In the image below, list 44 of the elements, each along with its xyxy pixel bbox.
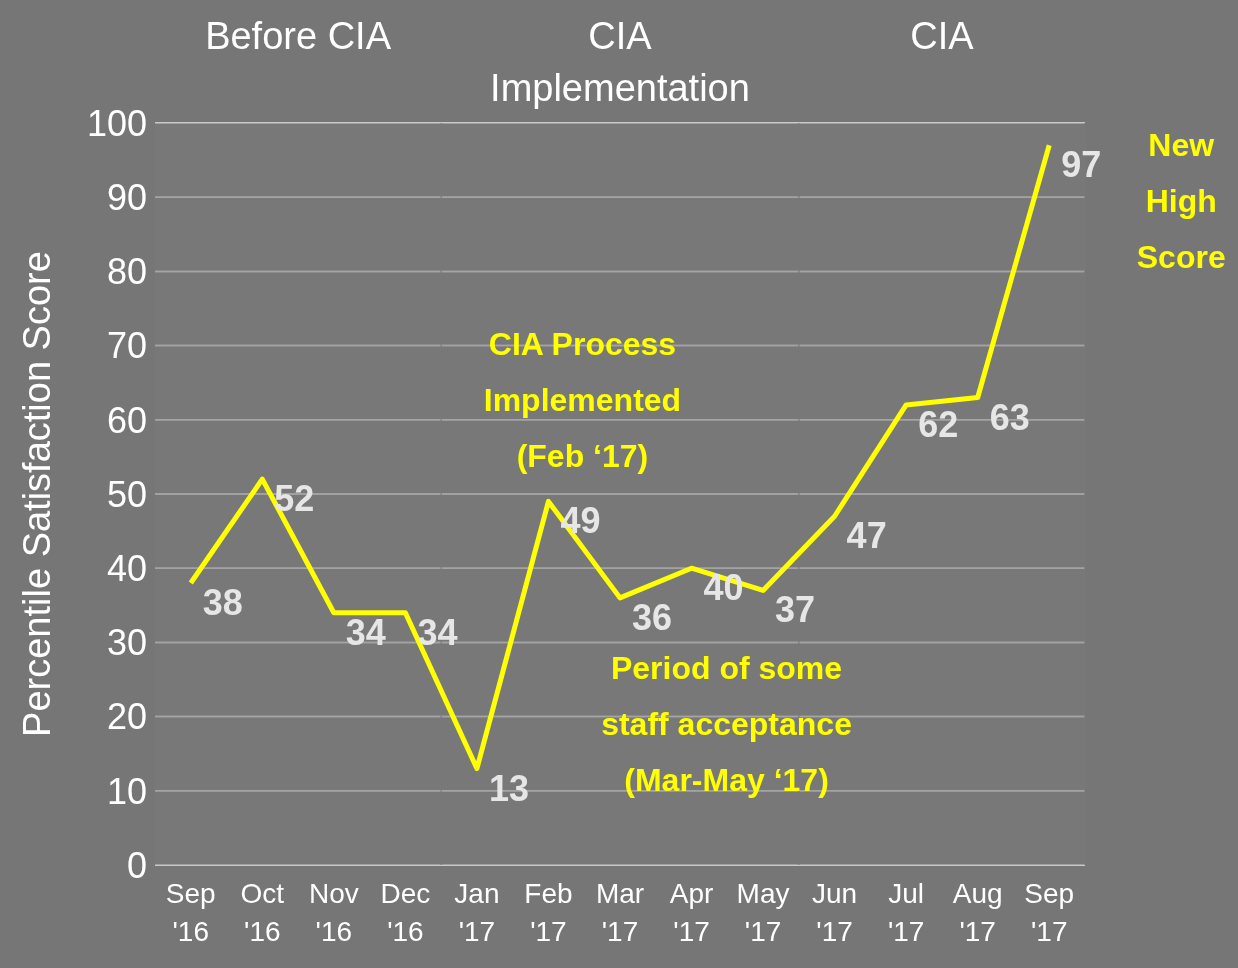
band-label: CIA (909, 14, 975, 59)
x-tick-label: Feb '17 (524, 878, 573, 947)
x-tick-label: Nov '16 (308, 878, 359, 947)
y-tick-label: 30 (106, 622, 147, 664)
x-tick-label: Sep '17 (1024, 878, 1075, 947)
data-label: 97 (1061, 144, 1102, 186)
data-label: 34 (345, 611, 386, 653)
data-label: 62 (918, 403, 959, 445)
data-label: 38 (202, 582, 243, 624)
x-tick-label: Jun '17 (812, 878, 858, 947)
y-tick-label: 100 (86, 102, 147, 144)
y-tick-label: 10 (106, 770, 147, 812)
y-tick-label: 60 (106, 399, 147, 441)
x-tick-label: Dec '16 (380, 878, 431, 947)
data-label: 37 (775, 589, 816, 631)
y-axis-title: Percentile Satisfaction Score (16, 251, 59, 737)
band-label: CIA Implementation (489, 14, 751, 111)
data-label: 36 (632, 596, 673, 638)
data-label: 34 (417, 611, 458, 653)
annotation: CIA Process Implemented (Feb ‘17) (482, 325, 683, 477)
x-tick-label: Sep '16 (165, 878, 216, 947)
data-label: 63 (989, 396, 1030, 438)
y-tick-label: 70 (106, 325, 147, 367)
data-label: 49 (560, 500, 601, 542)
data-label: 47 (846, 515, 887, 557)
y-tick-label: 80 (106, 251, 147, 293)
x-tick-label: Jul '17 (887, 878, 925, 947)
annotation: Period of some staff acceptance (Mar-May ‘17) (600, 649, 853, 800)
y-tick-label: 20 (106, 696, 147, 738)
x-tick-label: Oct '16 (240, 878, 285, 947)
annotation: New High Score (1135, 126, 1227, 278)
data-label: 52 (274, 478, 315, 520)
y-tick-label: 40 (106, 547, 147, 589)
data-label: 13 (488, 767, 529, 809)
x-tick-label: Mar '17 (595, 878, 645, 947)
band-label: Before CIA (204, 14, 392, 59)
y-tick-label: 90 (106, 176, 147, 218)
x-tick-label: May '17 (736, 878, 790, 947)
y-tick-label: 0 (126, 844, 147, 886)
data-label: 40 (703, 567, 744, 609)
x-tick-label: Aug '17 (952, 878, 1003, 947)
x-tick-label: Jan '17 (454, 878, 500, 947)
x-tick-label: Apr '17 (669, 878, 714, 947)
y-tick-label: 50 (106, 473, 147, 515)
